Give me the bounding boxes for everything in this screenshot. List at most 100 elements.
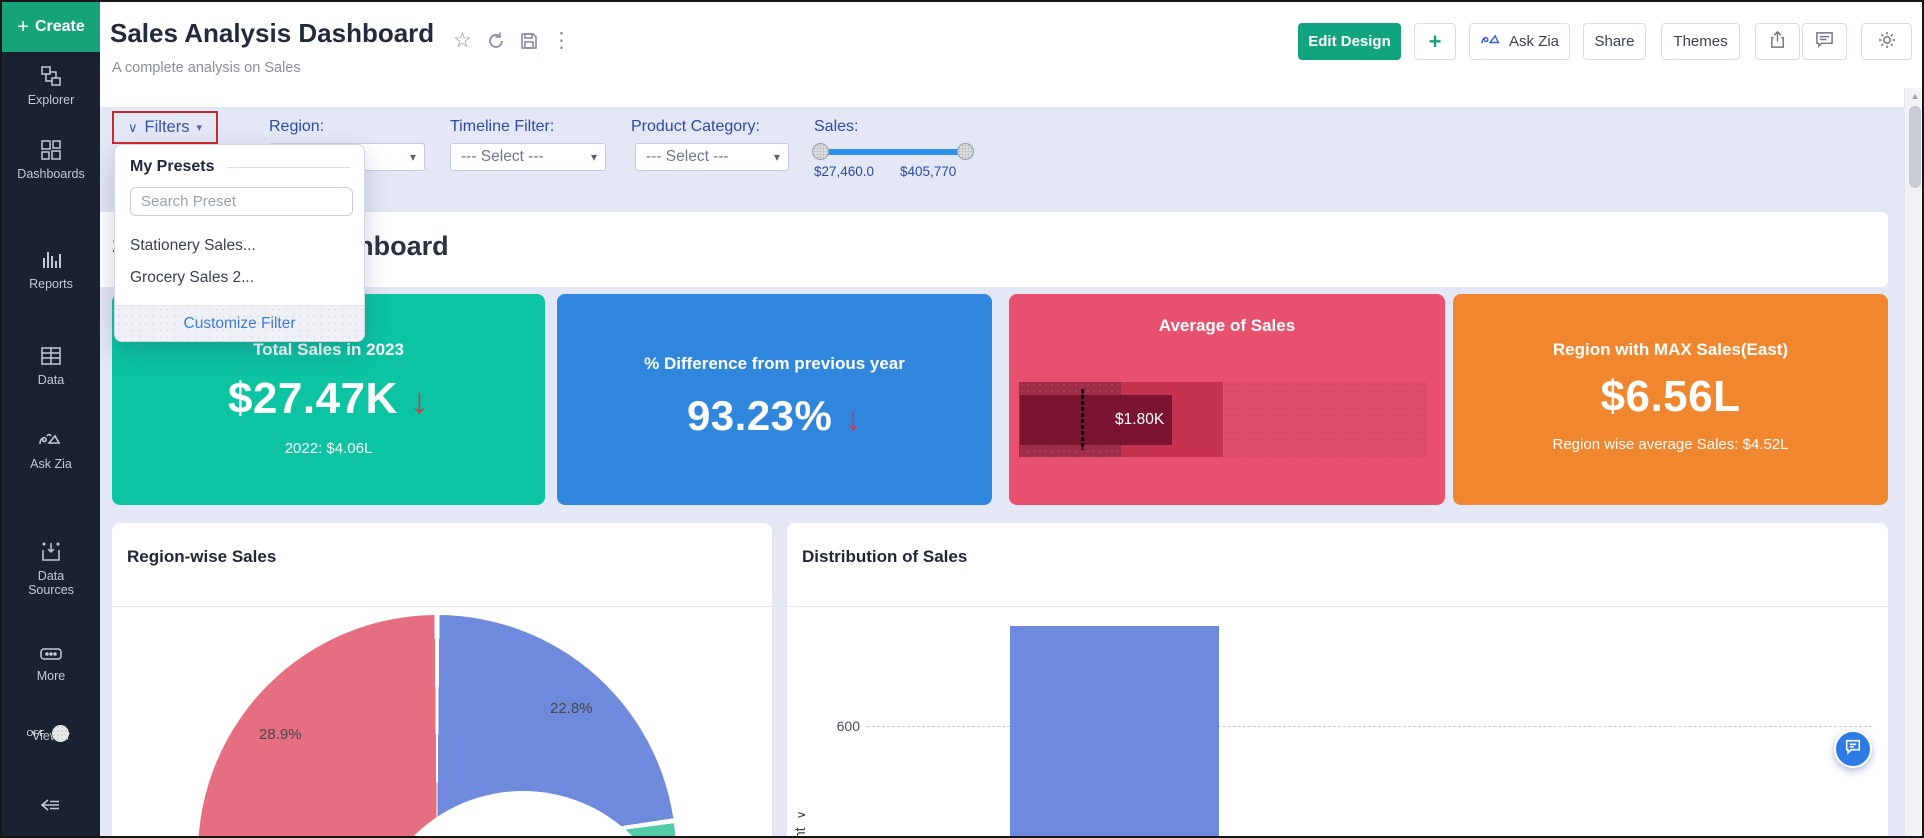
- axis-chevron-icon[interactable]: ∨: [794, 810, 808, 820]
- sidebar-item-data[interactable]: Data: [2, 344, 100, 387]
- caret-down-icon: ▾: [196, 122, 202, 134]
- y-axis-title-text: Count: [793, 827, 809, 836]
- sidebar: + Create Explorer Dashboards: [2, 2, 100, 836]
- sidebar-item-label: Dashboards: [17, 167, 85, 181]
- sidebar-item-label: Data: [37, 373, 65, 387]
- chart-title: Distribution of Sales: [802, 547, 968, 566]
- donut-slice-label: 22.8%: [550, 700, 593, 717]
- zia-icon: [2, 430, 100, 452]
- sidebar-item-data-sources[interactable]: Data Sources: [2, 540, 100, 597]
- chevron-down-icon: ∨: [128, 119, 138, 135]
- viewer-toggle[interactable]: OFF Viewer: [2, 724, 100, 743]
- page-title: Sales Analysis Dashboard: [110, 18, 435, 48]
- toggle-knob: [52, 725, 69, 742]
- dashboards-icon: [2, 138, 100, 162]
- export-icon: [1768, 30, 1787, 53]
- region-filter-label: Region:: [269, 118, 325, 135]
- kpi-card-average-sales[interactable]: Average of Sales $1.80K: [1009, 294, 1445, 505]
- sidebar-item-dashboards[interactable]: Dashboards: [2, 138, 100, 181]
- timeline-filter-select[interactable]: --- Select --- ▾: [450, 143, 606, 171]
- vertical-scrollbar[interactable]: ▲: [1904, 88, 1922, 836]
- sidebar-item-explorer[interactable]: Explorer: [2, 64, 100, 107]
- collapse-sidebar-button[interactable]: [2, 794, 100, 816]
- filters-dropdown-toggle[interactable]: ∨ Filters ▾: [112, 111, 218, 144]
- donut-slice-label: 28.9%: [259, 726, 302, 743]
- presets-panel-title: My Presets: [130, 158, 215, 175]
- customize-filter-link[interactable]: Customize Filter: [183, 314, 296, 332]
- themes-label: Themes: [1673, 33, 1728, 50]
- sales-slider-min-handle[interactable]: [812, 143, 829, 160]
- kebab-menu-icon[interactable]: ⋮: [551, 29, 572, 52]
- favorite-star-icon[interactable]: ☆: [453, 29, 472, 52]
- edit-design-label: Edit Design: [1308, 33, 1391, 50]
- chart-card-region-wise-sales[interactable]: Region-wise Sales 28.9% 22.8%: [112, 523, 772, 836]
- kpi-title: Total Sales in 2023: [253, 340, 404, 359]
- ask-zia-button[interactable]: Ask Zia: [1469, 23, 1570, 60]
- sidebar-item-label: Data Sources: [28, 569, 74, 597]
- product-category-filter-select[interactable]: --- Select --- ▾: [635, 143, 789, 171]
- sidebar-item-ask-zia[interactable]: Ask Zia: [2, 430, 100, 471]
- sidebar-item-reports[interactable]: Reports: [2, 248, 100, 291]
- page-subtitle: A complete analysis on Sales: [112, 60, 301, 76]
- chevron-down-icon: ▾: [409, 150, 416, 164]
- scrollbar-thumb[interactable]: [1909, 106, 1921, 188]
- chevron-down-icon: ▾: [590, 150, 597, 164]
- save-icon[interactable]: [519, 31, 539, 57]
- comments-button[interactable]: [1802, 23, 1847, 60]
- trend-down-arrow-icon: ↓: [844, 400, 863, 438]
- settings-button[interactable]: [1861, 23, 1912, 60]
- y-axis-title: Count ∨: [792, 756, 810, 837]
- refresh-icon[interactable]: [486, 31, 506, 57]
- ask-zia-label: Ask Zia: [1508, 33, 1559, 50]
- themes-button[interactable]: Themes: [1661, 23, 1740, 60]
- preset-item[interactable]: Grocery Sales 2...: [130, 269, 255, 286]
- timeline-filter-label: Timeline Filter:: [450, 118, 555, 135]
- scroll-up-arrow[interactable]: ▲: [1910, 91, 1920, 101]
- preset-search-input[interactable]: [130, 187, 353, 216]
- create-button[interactable]: + Create: [2, 2, 100, 52]
- sidebar-item-label: Explorer: [27, 93, 75, 107]
- kpi-value: 93.23% ↓: [686, 392, 863, 439]
- explorer-icon: [2, 64, 100, 88]
- sales-slider-max-handle[interactable]: [957, 143, 974, 160]
- edit-design-button[interactable]: Edit Design: [1298, 23, 1401, 60]
- sidebar-item-label: Ask Zia: [30, 457, 72, 471]
- filter-presets-panel: My Presets Stationery Sales... Grocery S…: [114, 144, 365, 342]
- toggle-state: OFF: [26, 728, 45, 738]
- preset-item[interactable]: Stationery Sales...: [130, 237, 256, 254]
- chart-card-distribution-of-sales[interactable]: Distribution of Sales 600 Count ∨: [787, 523, 1888, 837]
- share-button[interactable]: Share: [1583, 23, 1646, 60]
- timeline-select-value: --- Select ---: [461, 148, 544, 165]
- zia-icon: [1480, 31, 1502, 53]
- kpi-title: Region with MAX Sales(East): [1552, 340, 1789, 359]
- bullet-target-marker: [1081, 389, 1085, 450]
- gridline-600: [867, 726, 1872, 727]
- presets-panel-footer: Customize Filter: [115, 305, 364, 341]
- divider: [787, 606, 1888, 607]
- comment-icon: [1815, 30, 1834, 53]
- kpi-subtext: Region wise average Sales: $4.52L: [1552, 436, 1789, 453]
- sidebar-item-label: More: [36, 669, 66, 683]
- bullet-value-label: $1.80K: [1115, 411, 1165, 428]
- viewer-label: Viewer: [32, 729, 70, 743]
- divider: [112, 606, 772, 607]
- sidebar-item-more[interactable]: More: [2, 644, 100, 683]
- sales-range-slider[interactable]: [820, 149, 966, 155]
- sales-max-value: $405,770: [900, 164, 957, 179]
- plus-icon: +: [17, 15, 29, 38]
- kpi-subtext: 2022: $4.06L: [284, 440, 373, 457]
- table-icon: [2, 344, 100, 368]
- gear-icon: [1877, 30, 1897, 54]
- add-widget-button[interactable]: +: [1414, 23, 1456, 60]
- kpi-title: Average of Sales: [1158, 316, 1296, 335]
- bar-series[interactable]: [1010, 625, 1219, 836]
- kpi-card-percent-difference[interactable]: % Difference from previous year 93.23% ↓: [557, 294, 992, 505]
- bar-chart-icon: [2, 248, 100, 272]
- kpi-card-max-region[interactable]: Region with MAX Sales(East) $6.56L Regio…: [1453, 294, 1888, 505]
- chart-title: Region-wise Sales: [127, 547, 277, 566]
- chat-assistant-button[interactable]: [1834, 730, 1872, 768]
- y-axis-tick: 600: [836, 718, 860, 734]
- export-button[interactable]: [1755, 23, 1800, 60]
- kpi-value: $27.47K ↓: [227, 374, 430, 423]
